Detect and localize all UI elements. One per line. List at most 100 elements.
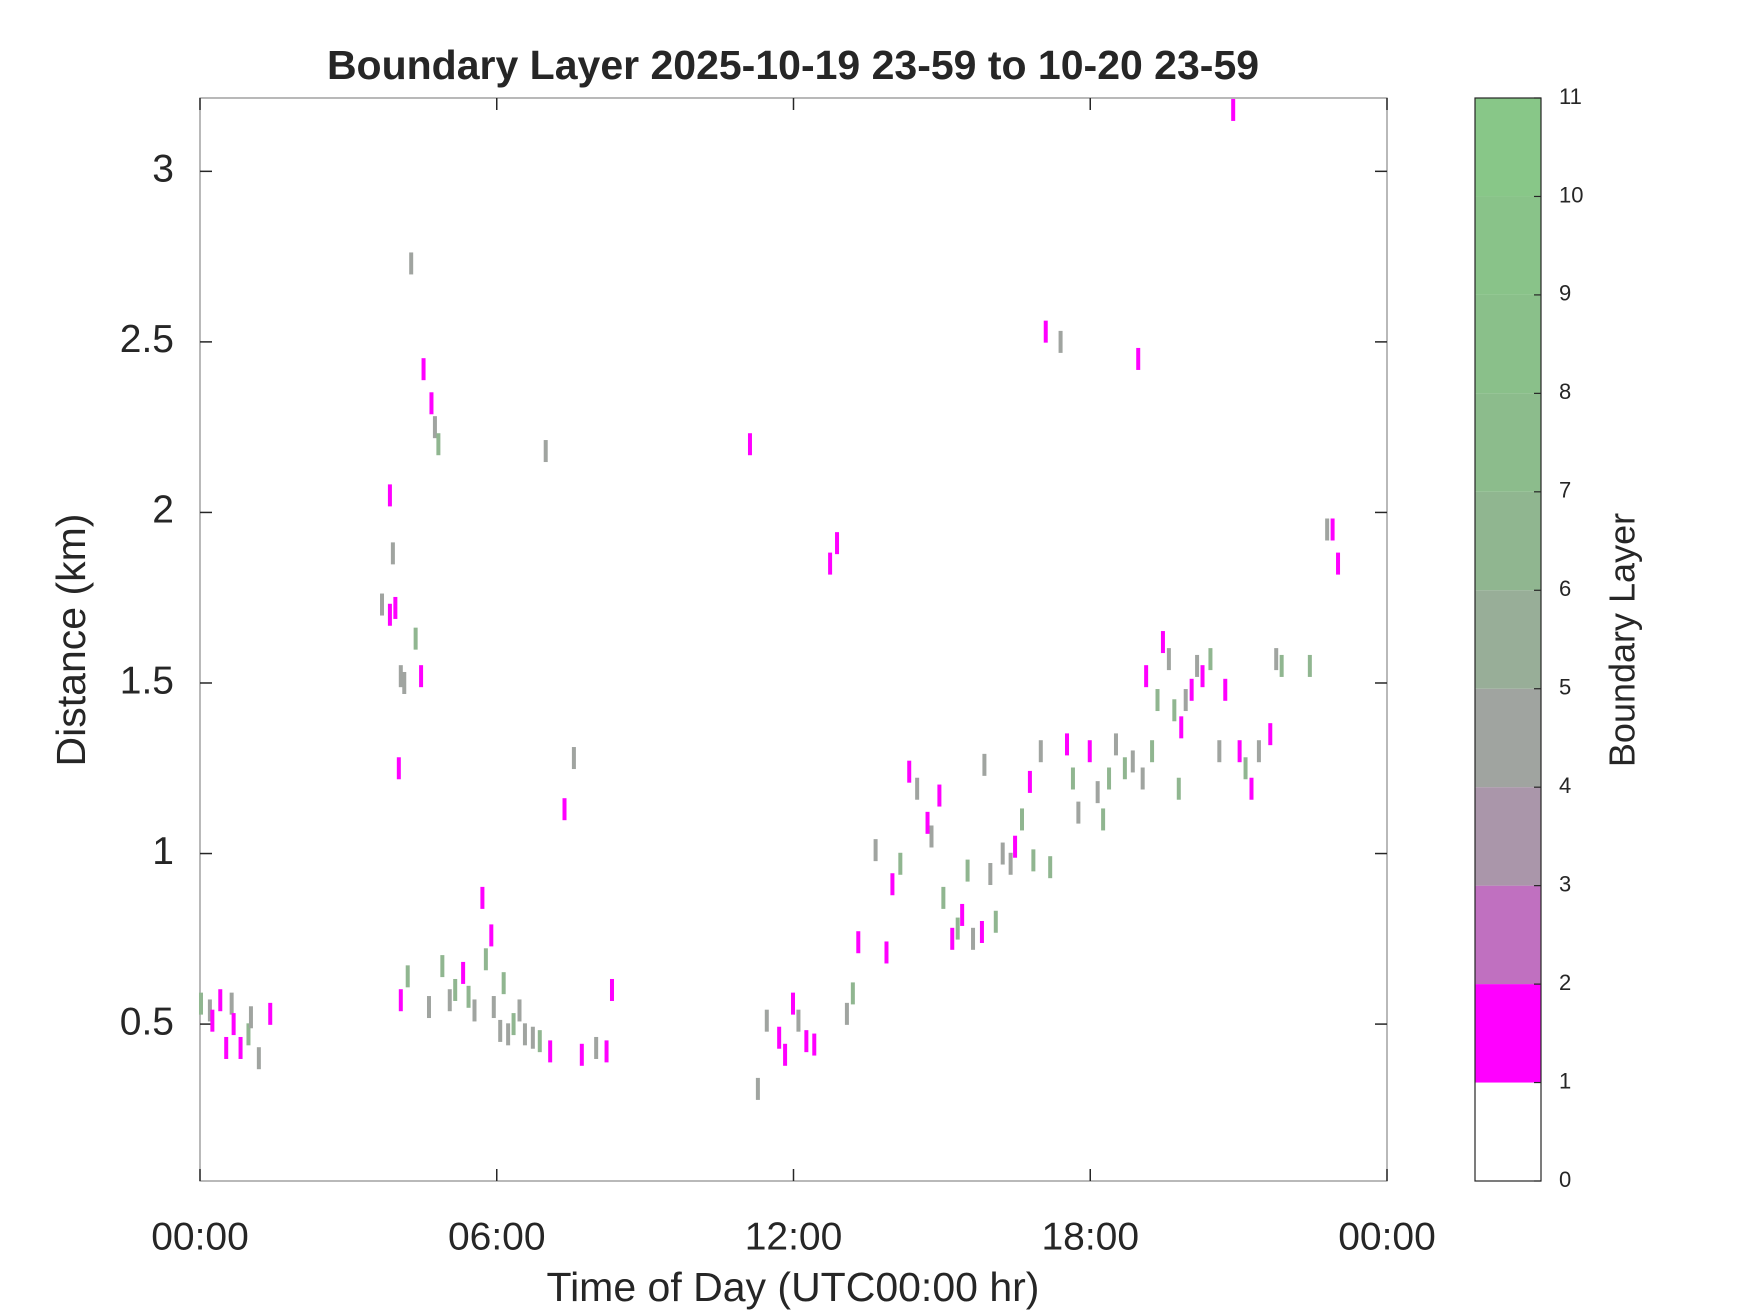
- colorbar-band: [1475, 393, 1541, 492]
- boundary-point: [432, 416, 437, 439]
- colorbar-tick-label: 0: [1559, 1167, 1571, 1192]
- boundary-point: [405, 965, 410, 988]
- boundary-point: [380, 593, 385, 616]
- boundary-point: [489, 924, 494, 947]
- boundary-point: [390, 542, 395, 565]
- boundary-point: [248, 1006, 253, 1029]
- boundary-point: [828, 552, 833, 575]
- boundary-point: [229, 992, 234, 1015]
- boundary-point: [1179, 716, 1184, 739]
- boundary-point: [1200, 665, 1205, 688]
- boundary-point: [925, 811, 930, 834]
- y-tick-label: 1.5: [120, 659, 174, 702]
- boundary-point: [907, 760, 912, 783]
- boundary-point: [1160, 631, 1165, 654]
- boundary-point: [530, 1026, 535, 1049]
- boundary-point: [419, 665, 424, 688]
- boundary-point: [483, 948, 488, 971]
- boundary-point: [856, 931, 861, 954]
- colorbar-tick-label: 6: [1559, 576, 1571, 601]
- boundary-point: [993, 910, 998, 933]
- boundary-point: [1101, 808, 1106, 831]
- boundary-point: [1336, 552, 1341, 575]
- colorbar-band: [1475, 491, 1541, 591]
- boundary-point: [1038, 740, 1043, 763]
- boundary-point: [955, 917, 960, 940]
- boundary-point: [426, 996, 431, 1019]
- boundary-point: [1008, 852, 1013, 875]
- boundary-point: [472, 999, 477, 1022]
- boundary-point: [198, 992, 203, 1015]
- boundary-point: [498, 1019, 503, 1042]
- boundary-point: [1155, 689, 1160, 712]
- boundary-point: [579, 1043, 584, 1066]
- boundary-point: [571, 747, 576, 770]
- boundary-point: [835, 532, 840, 555]
- boundary-point: [447, 989, 452, 1012]
- boundary-point: [777, 1026, 782, 1049]
- boundary-point: [396, 757, 401, 780]
- x-tick-label: 18:00: [1041, 1215, 1139, 1258]
- boundary-point: [461, 961, 466, 984]
- boundary-point: [506, 1023, 511, 1046]
- boundary-point: [1113, 733, 1118, 756]
- y-tick-label: 2: [152, 489, 174, 532]
- boundary-point: [929, 825, 934, 848]
- boundary-point: [440, 955, 445, 978]
- boundary-point: [480, 886, 485, 909]
- boundary-point: [1130, 750, 1135, 773]
- x-tick-label: 06:00: [448, 1215, 546, 1258]
- boundary-point: [791, 992, 796, 1015]
- boundary-point: [884, 941, 889, 964]
- boundary-point: [965, 859, 970, 882]
- boundary-point: [804, 1030, 809, 1053]
- x-axis-label: Time of Day (UTC00:00 hr): [547, 1264, 1040, 1310]
- boundary-point: [413, 627, 418, 650]
- boundary-point: [1279, 654, 1284, 677]
- y-tick-label: 3: [152, 148, 174, 191]
- boundary-point: [812, 1033, 817, 1056]
- boundary-point: [1027, 770, 1032, 793]
- boundary-point: [1166, 648, 1171, 671]
- colorbar-band: [1475, 1082, 1541, 1181]
- boundary-point: [1231, 98, 1236, 121]
- boundary-point: [941, 886, 946, 909]
- boundary-point: [1274, 648, 1279, 671]
- boundary-point: [1058, 330, 1063, 353]
- boundary-point: [393, 596, 398, 619]
- boundary-point: [1256, 740, 1261, 763]
- colorbar-band: [1475, 787, 1541, 886]
- boundary-point: [543, 440, 548, 463]
- y-tick-label: 1: [152, 830, 174, 873]
- colorbar-tick-label: 7: [1559, 478, 1571, 503]
- boundary-point: [1076, 801, 1081, 824]
- boundary-point: [398, 989, 403, 1012]
- boundary-point: [1031, 849, 1036, 872]
- boundary-point: [1268, 723, 1273, 746]
- boundary-point: [511, 1013, 516, 1036]
- boundary-point: [501, 972, 506, 995]
- boundary-point: [207, 999, 212, 1022]
- boundary-point: [387, 484, 392, 507]
- boundary-point: [429, 392, 434, 415]
- chart-title: Boundary Layer 2025-10-19 23-59 to 10-20…: [327, 42, 1259, 88]
- boundary-point: [1140, 767, 1145, 790]
- boundary-point: [850, 982, 855, 1005]
- x-tick-label: 00:00: [151, 1215, 249, 1258]
- boundary-point: [1013, 835, 1018, 858]
- y-tick-label: 0.5: [120, 1000, 174, 1043]
- colorbar-tick-label: 3: [1559, 871, 1571, 896]
- x-tick-label: 00:00: [1338, 1215, 1436, 1258]
- boundary-point: [1136, 347, 1141, 370]
- boundary-point: [1325, 518, 1330, 541]
- colorbar-band: [1475, 196, 1541, 295]
- boundary-point: [1249, 777, 1254, 800]
- boundary-point: [522, 1023, 527, 1046]
- boundary-point: [548, 1040, 553, 1063]
- boundary-point: [1087, 740, 1092, 763]
- boundary-point: [937, 784, 942, 807]
- boundary-point: [1208, 648, 1213, 671]
- boundary-point: [898, 852, 903, 875]
- boundary-point: [1000, 842, 1005, 865]
